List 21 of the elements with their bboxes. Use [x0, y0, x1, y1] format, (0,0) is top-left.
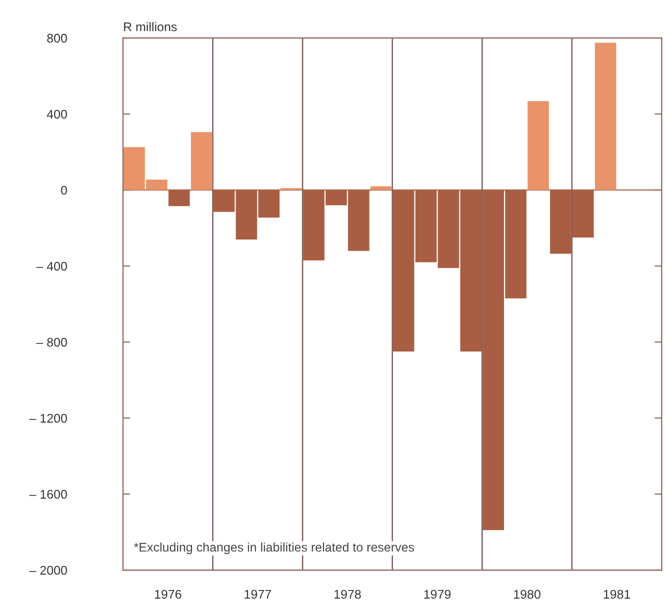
y-tick-label: – 800 [36, 338, 67, 347]
y-tick-label: – 2000 [29, 566, 67, 575]
y-tick-label: – 1600 [29, 490, 67, 499]
x-tick-label: 1981 [604, 590, 630, 599]
bar [190, 132, 212, 190]
y-axis-title: R millions [124, 22, 177, 32]
y-tick-label: 0 [61, 186, 67, 195]
bar [370, 186, 392, 190]
y-tick-label: 800 [47, 34, 67, 43]
y-tick-label: – 400 [36, 262, 67, 271]
bar [168, 190, 190, 206]
x-tick-label: 1980 [514, 590, 540, 599]
bar [594, 42, 616, 190]
y-tick-label: 400 [46, 110, 67, 119]
x-tick-label: 1976 [154, 590, 182, 599]
x-tick-label: 1977 [244, 590, 271, 599]
bar [528, 101, 549, 190]
annotation: *Excluding changes in liabilities related to reserves [134, 542, 414, 554]
x-tick-label: 1978 [334, 590, 361, 599]
x-tick-label: 1979 [424, 590, 451, 599]
y-tick-label: – 1200 [29, 414, 67, 423]
